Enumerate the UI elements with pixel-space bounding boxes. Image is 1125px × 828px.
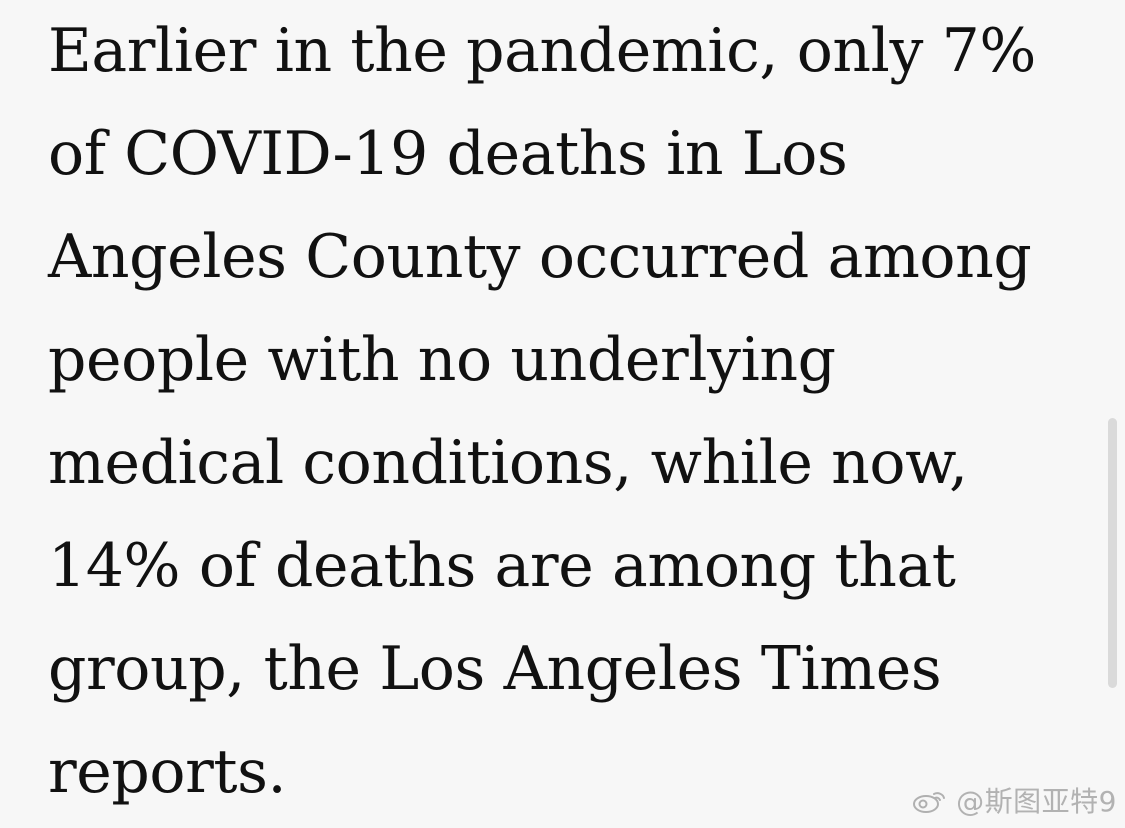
article-line: people with no underlying — [48, 325, 836, 395]
weibo-icon — [910, 788, 948, 816]
watermark: @斯图亚特9 — [910, 788, 1117, 816]
article-line: group, the Los Angeles Times — [48, 634, 942, 704]
article-line: Earlier in the pandemic, only 7% — [48, 16, 1037, 86]
article-line: of COVID-19 deaths in Los — [48, 119, 848, 189]
watermark-text: @斯图亚特9 — [956, 785, 1117, 818]
article-line: 14% of deaths are among that — [48, 531, 956, 601]
vertical-scrollbar[interactable] — [1108, 418, 1117, 688]
article-line: Angeles County occurred among — [48, 222, 1032, 292]
article-line: reports. — [48, 737, 287, 807]
article-text: Earlier in the pandemic, only 7% of COVI… — [48, 0, 1088, 824]
article-line: medical conditions, while now, — [48, 428, 968, 498]
